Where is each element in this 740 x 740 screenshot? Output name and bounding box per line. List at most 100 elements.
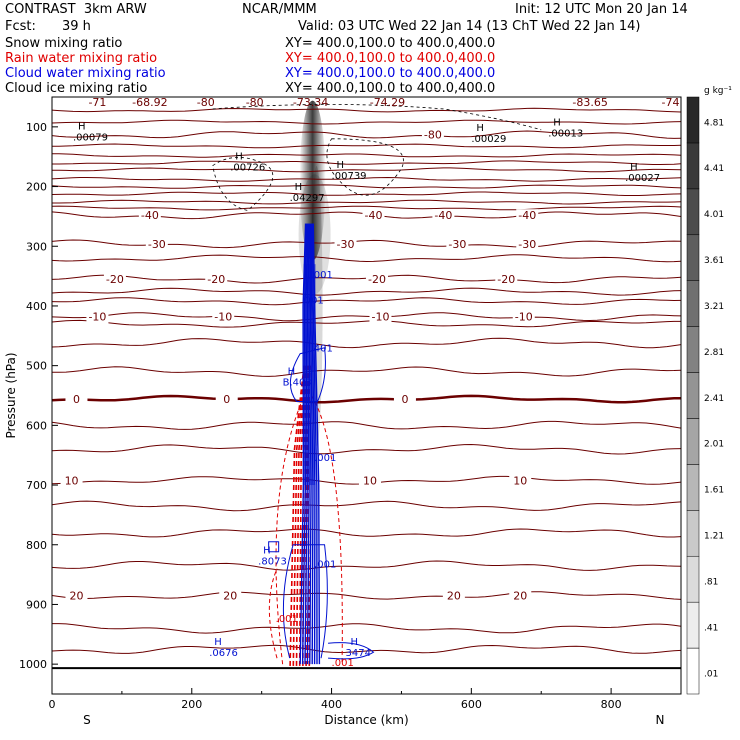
colorbar-tick-label: 2.41 — [704, 394, 724, 404]
extremum-marker: H — [214, 637, 222, 648]
top-isotherm-label: -74 — [662, 96, 680, 109]
colorbar-tick-label: .01 — [704, 669, 718, 679]
isotherm-label: 10 — [65, 474, 79, 487]
colorbar-tick-label: 3.21 — [704, 302, 724, 312]
colorbar-unit: g kg⁻¹ — [704, 86, 732, 96]
rain-contour — [289, 365, 305, 666]
colorbar-bin — [686, 464, 700, 511]
top-isotherm-label: -71 — [88, 96, 106, 109]
isotherm-label-bg — [145, 237, 168, 251]
isotherm-lower — [52, 337, 681, 349]
isotherm-label-bg — [516, 237, 539, 251]
isotherm-label: 20 — [69, 589, 83, 602]
rain-contour-outer — [275, 388, 343, 665]
isotherm-label-bg — [205, 273, 228, 287]
x-tick-label: 400 — [321, 698, 342, 711]
contour-labels: 20 20 20 20 10 10 10 0 0 0 -10 -10 -10 -10 -20 -20 -20 -2… — [60, 96, 680, 669]
field-xy-cloud-water: XY= 400.0,100.0 to 400.0,400.0 — [285, 66, 496, 81]
rain-contour-side — [268, 568, 278, 659]
isotherm-label: -40 — [434, 209, 452, 222]
rain-contour — [292, 365, 306, 666]
isotherm-label-bg — [495, 273, 518, 287]
x-tick-label: 200 — [181, 698, 202, 711]
isotherm-label: 0 — [223, 393, 230, 406]
isotherm--10 — [52, 312, 681, 322]
top-isotherm-label: -74.29 — [370, 96, 405, 109]
y-tick-label: 100 — [26, 121, 47, 134]
x-axis-label: Distance (km) — [324, 713, 408, 727]
field-xy-rain: XY= 400.0,100.0 to 400.0,400.0 — [285, 51, 496, 66]
isotherm-label-bg — [509, 589, 532, 603]
field-name-cloud-ice: Cloud ice mixing ratio — [5, 81, 148, 96]
isotherm-upper — [52, 143, 681, 149]
colorbar-tick-label: 4.81 — [704, 118, 724, 128]
isotherm-label-bg — [212, 310, 235, 324]
colorbar-tick-label: 1.21 — [704, 532, 724, 542]
extremum-value: .00726 — [230, 162, 265, 173]
isotherm-label: -20 — [106, 273, 124, 286]
header-valid: Valid: 03 UTC Wed 22 Jan 14 (13 ChT Wed … — [298, 19, 641, 34]
isotherm-label: -20 — [497, 273, 515, 286]
isotherm-label-bg — [512, 310, 535, 324]
isotherm-label-bg — [365, 273, 388, 287]
isotherm-label: 20 — [223, 589, 237, 602]
extremum-value: .00029 — [471, 134, 506, 145]
colorbar-bin — [686, 234, 700, 281]
isotherm-label-bg — [65, 589, 88, 603]
isotherm-label: -80 — [424, 129, 442, 142]
isotherm-label: -30 — [448, 238, 466, 251]
y-tick-label: 900 — [26, 598, 47, 611]
isotherm-upper — [52, 191, 681, 196]
isotherm-upper — [52, 167, 681, 173]
extremum-value: .00079 — [73, 133, 108, 144]
isotherm-lower — [52, 644, 681, 654]
isotherm-20 — [52, 591, 681, 600]
field-xy-snow: XY= 400.0,100.0 to 400.0,400.0 — [285, 36, 496, 51]
y-tick-label: 1000 — [19, 658, 47, 671]
isotherm-lower — [52, 443, 681, 455]
cloud-ice-contour — [212, 157, 274, 211]
colorbar-bin — [686, 647, 700, 695]
extremum-value: .8073 — [258, 556, 287, 567]
isotherm-upper — [52, 205, 681, 211]
isotherm-label: -40 — [365, 209, 383, 222]
isotherm-label-bg — [369, 310, 392, 324]
x-tick-label: 800 — [601, 698, 622, 711]
contour-value-label: .401 — [311, 343, 333, 354]
contour-value-label: .001 — [311, 270, 333, 281]
extremum-marker: H — [630, 162, 638, 173]
header-init: Init: 12 UTC Mon 20 Jan 14 — [515, 2, 688, 17]
isotherm-label: -10 — [88, 311, 106, 324]
isotherm-label: 20 — [513, 589, 527, 602]
isotherm-label: -10 — [371, 311, 389, 324]
isotherm-mid — [52, 319, 681, 328]
isotherm-upper — [52, 184, 681, 189]
isotherm-label: -30 — [148, 238, 166, 251]
left-endpoint-label: S — [83, 713, 91, 727]
extremum-value: .00027 — [625, 173, 660, 184]
extremum-marker: H — [351, 637, 359, 648]
extremum-marker: H — [263, 545, 271, 556]
colorbar-tick-label: .81 — [704, 577, 718, 587]
extremum-marker: H — [553, 117, 561, 128]
isotherm-lower — [52, 623, 681, 634]
cloud-ice-contour — [326, 138, 404, 196]
isotherm-0 — [52, 394, 681, 404]
cloud-water-right-lobe — [328, 642, 375, 660]
top-isotherm-label: -80 — [197, 96, 215, 109]
colorbar-bin — [686, 372, 700, 419]
isotherm-label-bg — [334, 237, 357, 251]
isotherm-label: 10 — [513, 474, 527, 487]
isotherm-label-bg — [103, 273, 126, 287]
plot-axes: 0 200 400 600 800100200300400500600700800900… — [4, 96, 682, 727]
contour-value-label: .001 — [276, 614, 298, 625]
isotherm-label: -40 — [518, 209, 536, 222]
colorbar-bin — [686, 601, 700, 649]
isotherm-upper — [52, 119, 681, 125]
colorbar-bin — [686, 96, 700, 144]
extremum-marker: H — [337, 160, 345, 171]
cloud-water-bulge — [289, 347, 326, 402]
extremum-value: 3474 — [346, 648, 371, 659]
isotherm-label: 0 — [401, 393, 408, 406]
